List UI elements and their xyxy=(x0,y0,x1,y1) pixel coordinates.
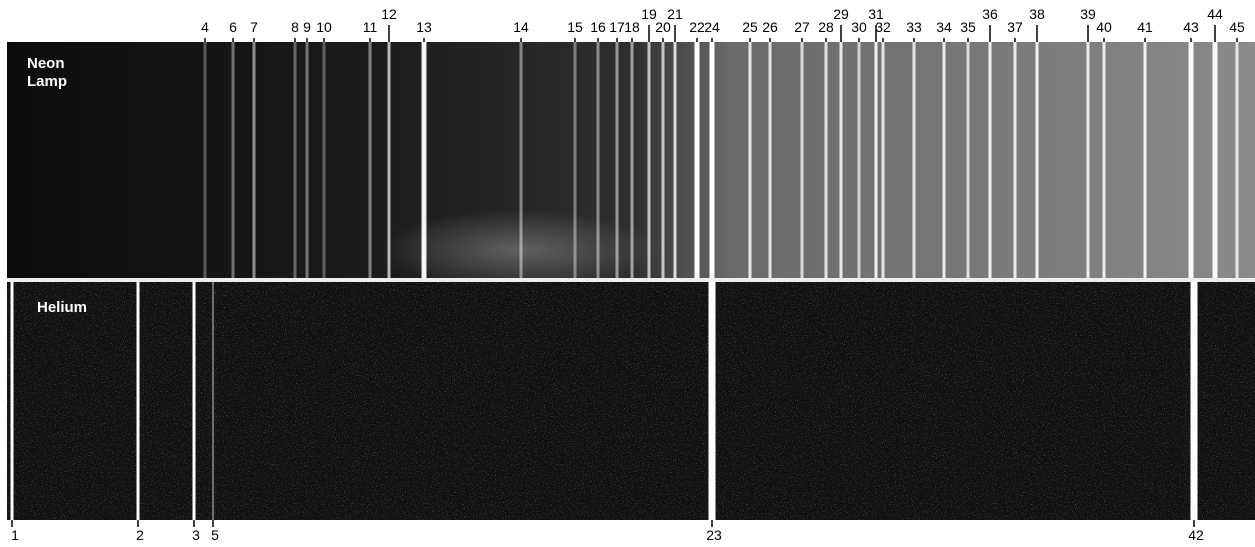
spectral-line xyxy=(1190,282,1198,520)
spectral-line xyxy=(1188,42,1194,278)
spectral-line xyxy=(1212,42,1218,278)
spectral-line xyxy=(942,42,946,278)
line-number: 8 xyxy=(291,19,299,35)
spectral-line xyxy=(800,42,804,278)
spectral-line xyxy=(305,42,309,278)
glow xyxy=(380,210,660,290)
line-number: 22 xyxy=(689,19,705,35)
noise xyxy=(7,282,1255,520)
neon-lines xyxy=(203,42,1239,278)
spectral-line xyxy=(136,282,140,520)
line-number: 14 xyxy=(513,19,529,35)
line-number: 39 xyxy=(1080,6,1096,22)
line-number: 2 xyxy=(136,527,144,543)
spectral-line xyxy=(1143,42,1147,278)
line-number: 5 xyxy=(211,527,219,543)
line-number: 19 xyxy=(641,6,657,22)
line-number: 29 xyxy=(833,6,849,22)
spectral-line xyxy=(596,42,600,278)
spectral-line xyxy=(857,42,861,278)
line-number: 10 xyxy=(316,19,332,35)
line-number: 11 xyxy=(363,19,378,35)
line-number: 45 xyxy=(1229,19,1245,35)
spectral-line xyxy=(709,42,715,278)
spectral-line xyxy=(192,282,196,520)
spectral-line xyxy=(874,42,878,278)
line-number: 40 xyxy=(1096,19,1112,35)
line-number: 44 xyxy=(1207,6,1223,22)
line-number: 18 xyxy=(624,19,640,35)
line-number: 9 xyxy=(303,19,311,35)
line-number: 43 xyxy=(1183,19,1199,35)
spectral-line xyxy=(768,42,772,278)
line-number: 20 xyxy=(655,19,671,35)
spectral-line xyxy=(1235,42,1239,278)
spectral-line xyxy=(212,282,214,520)
spectral-line xyxy=(615,42,619,278)
line-number: 16 xyxy=(590,19,606,35)
panel-label: Helium xyxy=(37,299,87,316)
spectral-line xyxy=(966,42,970,278)
spectral-line xyxy=(1102,42,1106,278)
spectral-line xyxy=(10,282,14,520)
spectral-line xyxy=(573,42,577,278)
spectral-line xyxy=(708,282,716,520)
line-number: 28 xyxy=(818,19,834,35)
line-number: 32 xyxy=(875,19,891,35)
line-number: 35 xyxy=(960,19,976,35)
line-number: 41 xyxy=(1137,19,1153,35)
spectral-line xyxy=(368,42,372,278)
spectral-line xyxy=(293,42,297,278)
line-number: 31 xyxy=(868,6,884,22)
line-number: 25 xyxy=(742,19,758,35)
line-number: 7 xyxy=(250,19,258,35)
line-number: 34 xyxy=(936,19,952,35)
spectral-line xyxy=(231,42,235,278)
spectral-line xyxy=(839,42,843,278)
line-number: 36 xyxy=(982,6,998,22)
line-number: 23 xyxy=(706,527,722,543)
line-number: 42 xyxy=(1188,527,1204,543)
spectral-line xyxy=(661,42,665,278)
line-number: 27 xyxy=(794,19,810,35)
spectral-line xyxy=(912,42,916,278)
line-number: 15 xyxy=(567,19,583,35)
spectral-line xyxy=(881,42,885,278)
separator xyxy=(7,278,1255,282)
line-number: 6 xyxy=(229,19,237,35)
spectral-line xyxy=(387,42,391,278)
spectral-line xyxy=(1013,42,1017,278)
line-number: 1 xyxy=(11,527,19,543)
spectral-line xyxy=(1086,42,1090,278)
spectral-line xyxy=(630,42,634,278)
line-number: 30 xyxy=(851,19,867,35)
helium-lines xyxy=(10,282,1198,520)
line-number: 12 xyxy=(381,6,397,22)
spectral-line xyxy=(988,42,992,278)
spectral-line xyxy=(694,42,700,278)
spectral-line xyxy=(203,42,207,278)
spectral-line xyxy=(519,42,523,278)
line-number: 37 xyxy=(1007,19,1023,35)
line-number: 17 xyxy=(609,19,625,35)
spectral-line xyxy=(1035,42,1039,278)
panel-label: Neon Lamp xyxy=(27,55,67,90)
line-number: 33 xyxy=(906,19,922,35)
spectral-line xyxy=(421,42,427,278)
line-number: 26 xyxy=(762,19,778,35)
line-number: 13 xyxy=(416,19,432,35)
spectral-line xyxy=(647,42,651,278)
line-number: 21 xyxy=(667,6,683,22)
line-number: 4 xyxy=(201,19,209,35)
spectral-line xyxy=(252,42,256,278)
spectral-line xyxy=(748,42,752,278)
spectral-line xyxy=(322,42,326,278)
line-number: 3 xyxy=(192,527,200,543)
line-number: 24 xyxy=(704,19,720,35)
line-number: 38 xyxy=(1029,6,1045,22)
spectral-line xyxy=(673,42,677,278)
spectral-line xyxy=(824,42,828,278)
